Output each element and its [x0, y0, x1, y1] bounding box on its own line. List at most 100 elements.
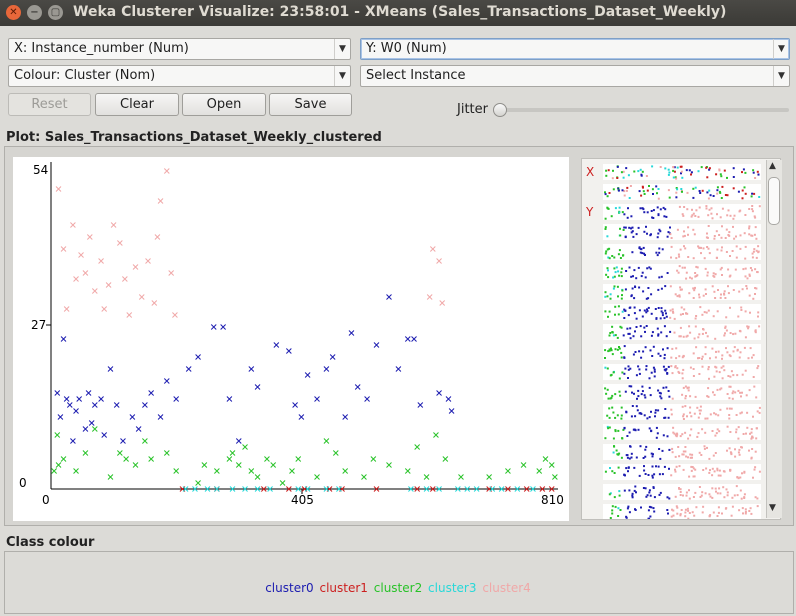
scatter-point-cluster4[interactable]: [429, 246, 436, 252]
scatter-point-cluster3[interactable]: [323, 486, 330, 492]
legend-cluster1[interactable]: cluster1: [319, 581, 368, 595]
save-button[interactable]: Save: [269, 93, 352, 116]
scatter-point-cluster4[interactable]: [122, 276, 128, 282]
scatter-point-cluster2[interactable]: [148, 456, 155, 462]
scatter-point-cluster4[interactable]: [105, 282, 112, 288]
scatter-point-cluster0[interactable]: [314, 396, 320, 402]
scatter-point-cluster4[interactable]: [101, 306, 108, 312]
scatter-point-cluster4[interactable]: [63, 306, 70, 312]
scatter-point-cluster3[interactable]: [254, 486, 261, 492]
scatter-point-cluster0[interactable]: [226, 396, 233, 402]
scatter-point-cluster3[interactable]: [473, 486, 480, 492]
scatter-point-cluster4[interactable]: [426, 294, 433, 300]
scatter-point-cluster3[interactable]: [514, 486, 521, 492]
scatter-point-cluster2[interactable]: [55, 462, 62, 468]
scatter-point-cluster0[interactable]: [292, 402, 298, 408]
scatter-point-cluster3[interactable]: [454, 486, 461, 492]
x-axis-select[interactable]: X: Instance_number (Num) ▼: [8, 38, 351, 60]
scatter-point-cluster2[interactable]: [270, 462, 277, 468]
scatter-point-cluster3[interactable]: [464, 486, 471, 492]
scatter-point-cluster0[interactable]: [273, 342, 280, 348]
scatter-point-cluster1[interactable]: [260, 486, 267, 492]
scatter-point-cluster0[interactable]: [254, 384, 261, 390]
scatter-point-cluster2[interactable]: [235, 462, 242, 468]
scatter-point-cluster4[interactable]: [82, 270, 89, 276]
attribute-strip[interactable]: [603, 484, 761, 500]
y-axis-select[interactable]: Y: W0 (Num) ▼: [360, 38, 790, 60]
scatter-point-cluster3[interactable]: [242, 486, 248, 492]
scatter-point-cluster2[interactable]: [91, 426, 98, 432]
scatter-point-cluster0[interactable]: [285, 348, 292, 354]
legend-cluster0[interactable]: cluster0: [265, 581, 314, 595]
scatter-point-cluster4[interactable]: [439, 300, 446, 306]
attribute-strip[interactable]: [603, 504, 761, 520]
scroll-down-icon[interactable]: ▼: [769, 503, 776, 513]
open-button[interactable]: Open: [182, 93, 266, 116]
scatter-point-cluster2[interactable]: [536, 468, 543, 474]
attribute-strip[interactable]: [603, 424, 761, 440]
scatter-point-cluster0[interactable]: [436, 390, 442, 396]
scatter-point-cluster0[interactable]: [70, 438, 76, 444]
scatter-point-cluster4[interactable]: [70, 222, 76, 228]
scatter-point-cluster2[interactable]: [552, 474, 558, 480]
scatter-plot-svg[interactable]: 54 27 0 0 405 810: [13, 157, 569, 521]
scatter-point-cluster2[interactable]: [414, 444, 421, 450]
scatter-point-cluster2[interactable]: [342, 468, 349, 474]
scatter-point-cluster0[interactable]: [135, 426, 142, 432]
jitter-slider-thumb[interactable]: [493, 103, 507, 117]
colour-select[interactable]: Colour: Cluster (Nom) ▼: [8, 65, 351, 87]
scatter-point-cluster2[interactable]: [173, 468, 180, 474]
scatter-point-cluster2[interactable]: [442, 456, 449, 462]
scatter-point-cluster0[interactable]: [54, 390, 61, 396]
scatter-point-cluster0[interactable]: [163, 378, 170, 384]
scatter-point-cluster1[interactable]: [429, 486, 436, 492]
scatter-point-cluster4[interactable]: [73, 276, 79, 282]
scatter-point-cluster3[interactable]: [436, 486, 442, 492]
scatter-point-cluster3[interactable]: [423, 486, 430, 492]
scatter-point-cluster4[interactable]: [138, 294, 145, 300]
minimize-window-button[interactable]: −: [27, 5, 42, 20]
scatter-point-cluster4[interactable]: [78, 252, 84, 258]
scatter-point-cluster2[interactable]: [132, 462, 139, 468]
scatter-point-cluster0[interactable]: [88, 420, 95, 426]
scatter-point-cluster0[interactable]: [173, 396, 180, 402]
scatter-point-cluster0[interactable]: [386, 294, 392, 300]
scatter-point-cluster2[interactable]: [486, 474, 493, 480]
scatter-point-cluster0[interactable]: [157, 414, 164, 420]
scatter-point-cluster3[interactable]: [214, 486, 220, 492]
scatter-point-cluster3[interactable]: [304, 486, 311, 492]
scatter-point-cluster4[interactable]: [126, 312, 133, 318]
scatter-point-cluster0[interactable]: [66, 402, 73, 408]
scatter-point-cluster1[interactable]: [539, 486, 546, 492]
scatter-point-cluster2[interactable]: [82, 450, 89, 456]
attribute-strip[interactable]: [603, 284, 761, 300]
scatter-point-cluster0[interactable]: [248, 366, 255, 372]
scatter-point-cluster0[interactable]: [185, 366, 192, 372]
scatter-point-cluster2[interactable]: [107, 474, 114, 480]
scatter-point-cluster4[interactable]: [60, 246, 67, 252]
scatter-point-cluster0[interactable]: [354, 384, 361, 390]
scatter-point-cluster0[interactable]: [60, 336, 67, 342]
scatter-point-cluster2[interactable]: [142, 438, 148, 444]
scatter-point-cluster0[interactable]: [417, 402, 424, 408]
scatter-point-cluster0[interactable]: [220, 324, 226, 330]
scatter-point-cluster2[interactable]: [73, 468, 79, 474]
scatter-point-cluster4[interactable]: [55, 186, 62, 192]
scatter-point-cluster0[interactable]: [342, 414, 349, 420]
scatter-point-cluster2[interactable]: [123, 456, 129, 462]
scatter-point-cluster0[interactable]: [364, 396, 370, 402]
scatter-point-cluster2[interactable]: [458, 474, 464, 480]
scatter-point-cluster0[interactable]: [304, 372, 311, 378]
scatter-point-cluster3[interactable]: [489, 486, 496, 492]
attribute-panel[interactable]: X Y: [581, 158, 781, 520]
scatter-point-cluster0[interactable]: [448, 408, 455, 414]
attribute-scrollbar[interactable]: [766, 160, 782, 518]
scatter-point-cluster0[interactable]: [63, 396, 70, 402]
scatter-point-cluster2[interactable]: [520, 462, 527, 468]
scatter-point-cluster4[interactable]: [172, 312, 178, 318]
jitter-slider[interactable]: [497, 108, 789, 112]
scatter-point-cluster0[interactable]: [329, 354, 336, 360]
scatter-point-cluster1[interactable]: [523, 486, 530, 492]
scatter-point-cluster0[interactable]: [411, 336, 417, 342]
scatter-point-cluster3[interactable]: [530, 486, 536, 492]
